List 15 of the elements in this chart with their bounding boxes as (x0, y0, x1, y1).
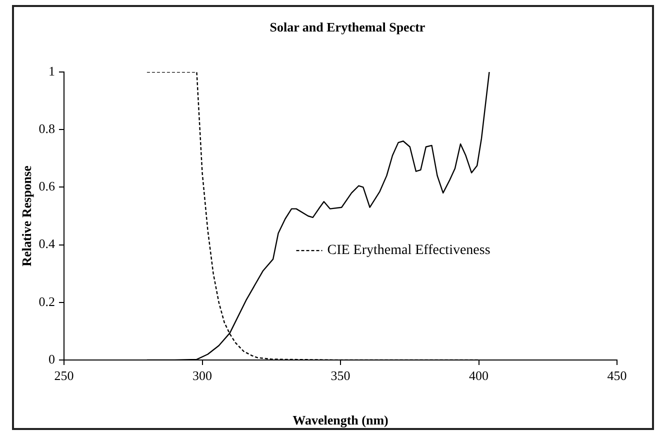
x-tick-label: 300 (192, 368, 212, 384)
y-tick-label: 0.6 (38, 178, 56, 194)
y-tick-label: 0.4 (38, 236, 56, 252)
y-axis-title: Relative Response (19, 165, 34, 266)
x-tick-label: 400 (469, 368, 488, 384)
y-tick-label: 0.2 (38, 294, 55, 309)
y-tick-label: 0 (48, 351, 55, 366)
x-tick-label: 450 (607, 368, 627, 384)
y-tick-label: 0.8 (38, 121, 55, 136)
x-axis-title: Wavelength (nm) (292, 412, 388, 428)
x-tick-label: 250 (54, 368, 74, 384)
y-tick-label: 1 (48, 63, 55, 78)
legend-label: CIE Erythemal Effectiveness (327, 243, 490, 258)
x-tick-label: 350 (330, 368, 350, 384)
chart-title: Solar and Erythemal Spectr (270, 19, 426, 34)
